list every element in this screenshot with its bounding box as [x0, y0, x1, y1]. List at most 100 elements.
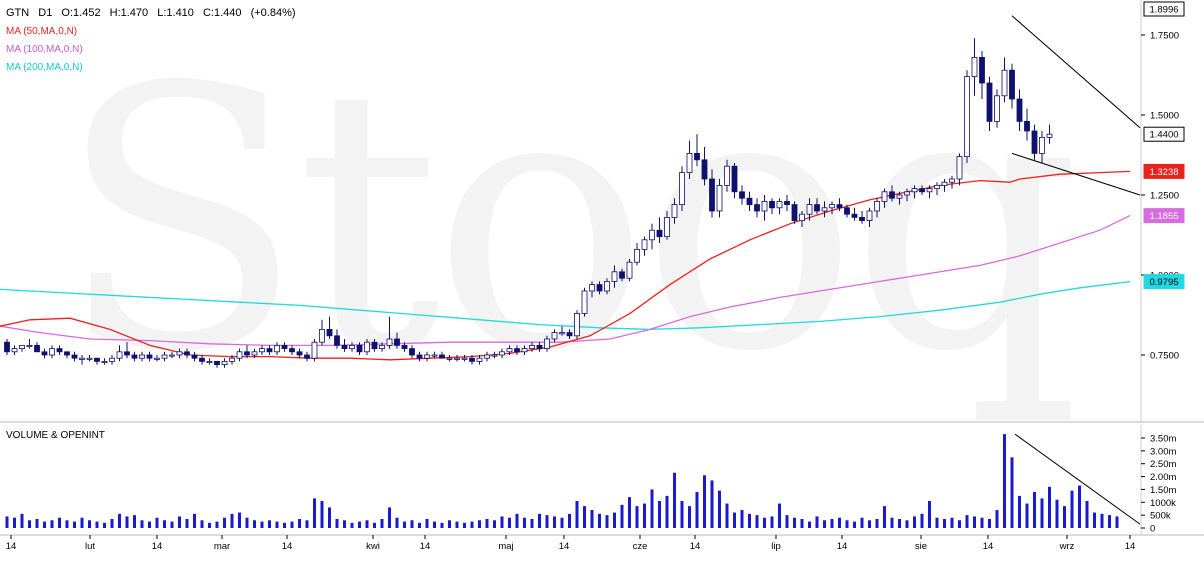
volume-bar: [665, 495, 669, 528]
volume-bar: [1108, 515, 1111, 528]
close-value: C:1.440: [203, 7, 242, 19]
volume-bar: [425, 519, 429, 528]
candle-body-down: [769, 200, 775, 209]
volume-bar: [598, 513, 601, 528]
low-value: L:1.410: [157, 7, 194, 19]
candle-body-down: [596, 284, 603, 292]
volume-bar: [973, 516, 976, 528]
ma200-line: [0, 280, 1131, 331]
volume-bar: [50, 520, 54, 528]
volume-bar: [718, 490, 721, 528]
price-badge-label: 0.9795: [1149, 277, 1178, 288]
candle-body-up: [221, 360, 228, 365]
time-tick-label: 14: [559, 541, 570, 552]
candle-body-down: [814, 204, 820, 212]
candle: [259, 345, 265, 355]
candle: [971, 38, 978, 96]
volume-bar: [643, 503, 646, 528]
volume-bar: [1055, 499, 1059, 528]
candle-body-up: [821, 207, 828, 212]
candle: [311, 339, 318, 362]
candle-body-up: [506, 348, 513, 353]
candle: [836, 198, 843, 211]
volume-bar: [913, 516, 916, 528]
volume-bar: [770, 516, 774, 528]
high-value: H:1.470: [110, 7, 149, 19]
time-tick-label: 14: [152, 541, 163, 552]
candle-body-up: [364, 341, 370, 353]
candle: [559, 326, 565, 336]
volume-bar: [245, 517, 249, 528]
candle: [851, 207, 858, 221]
price-badge-label: 1.4400: [1149, 130, 1178, 141]
candle: [649, 223, 655, 250]
candle-body-up: [349, 344, 355, 349]
volume-bar: [283, 522, 286, 528]
candle: [761, 195, 768, 221]
candle-body-down: [199, 357, 205, 362]
time-tick-label: maj: [498, 541, 513, 552]
volume-bar: [530, 519, 534, 528]
volume-tick-label: 1.50m: [1150, 485, 1176, 496]
candle-body-down: [1024, 121, 1030, 132]
candle-body-up: [319, 328, 325, 343]
ma50-line: [0, 170, 1131, 361]
candle: [386, 316, 393, 349]
candle-body-down: [371, 341, 378, 350]
candle-body-down: [214, 360, 220, 365]
candle-body-up: [626, 261, 633, 279]
volume-bar: [275, 521, 279, 528]
candle: [416, 351, 423, 362]
candle: [1031, 124, 1038, 160]
candle-body-up: [454, 357, 460, 360]
volume-bar: [628, 497, 631, 528]
candle-body-up: [949, 178, 955, 183]
candle-body-down: [746, 197, 753, 205]
candle: [881, 188, 888, 208]
candle: [116, 345, 123, 362]
volume-bar: [523, 517, 526, 528]
candle-body-up: [971, 57, 978, 78]
price-badge-box: [1143, 274, 1185, 290]
volume-bar: [680, 501, 684, 528]
candle-body-up: [386, 338, 393, 346]
volume-bar: [440, 522, 444, 528]
volume-bar: [320, 501, 324, 528]
volume-bar: [1100, 513, 1104, 528]
candle: [911, 185, 918, 199]
candle-body-down: [694, 152, 700, 161]
volume-panel-title: VOLUME & OPENINT: [6, 430, 105, 441]
volume-bar: [875, 519, 879, 528]
volume-bar: [208, 522, 211, 528]
candle-body-up: [236, 351, 243, 359]
candle: [544, 335, 550, 352]
candle: [454, 355, 460, 362]
volume-bar: [418, 522, 421, 528]
price-badges: 1.8996 1.4400 1.3238 1.1855 0.9795: [1143, 1, 1185, 290]
volume-bar: [1003, 434, 1006, 528]
candle-body-down: [184, 351, 190, 356]
volume-bar: [928, 501, 931, 528]
candle: [1009, 63, 1015, 109]
candle: [86, 355, 93, 362]
volume-bar: [133, 515, 136, 528]
volume-bar: [260, 521, 264, 528]
price-badge-box: [1143, 208, 1185, 224]
candle-body-down: [709, 178, 715, 212]
candle: [724, 159, 730, 192]
candle: [784, 195, 790, 211]
volume-bar: [358, 521, 361, 528]
candle: [776, 198, 783, 215]
candle: [56, 345, 63, 355]
candle: [244, 345, 250, 359]
candle: [334, 329, 340, 349]
candle: [536, 342, 543, 352]
volume-bar: [538, 513, 541, 528]
volume-tick-label: 0: [1150, 524, 1155, 535]
candle: [731, 163, 738, 199]
volume-tick-label: 3.00m: [1150, 446, 1176, 457]
volume-bar: [58, 517, 61, 528]
volume-bar: [568, 513, 571, 528]
ticker: GTN: [6, 7, 29, 19]
